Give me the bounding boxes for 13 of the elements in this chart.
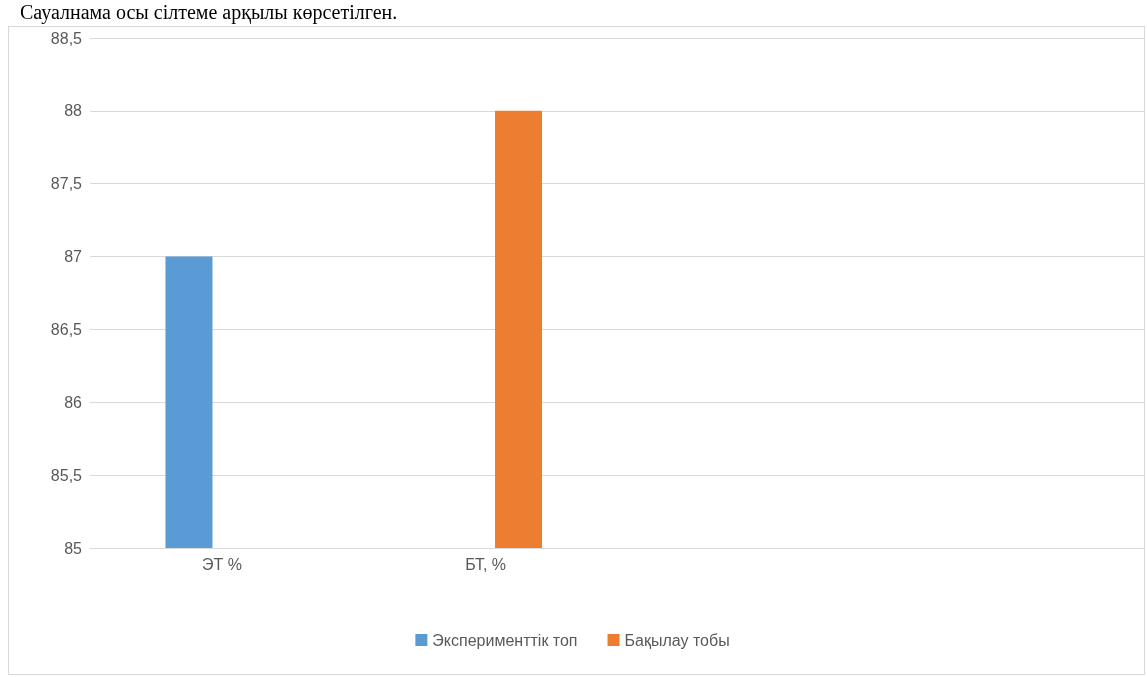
y-tick-label: 87,5: [50, 175, 83, 193]
y-tick-label: 85: [64, 539, 83, 557]
y-tick-label: 88: [64, 102, 83, 120]
y-tick-label: 86,5: [50, 320, 83, 338]
legend-label: Бақылау тобы: [624, 631, 730, 649]
y-tick-label: 85,5: [50, 466, 83, 484]
y-tick-label: 86: [64, 393, 83, 411]
text: Сауалнама осы сілтеме арқылы көрсетілген.: [20, 0, 398, 24]
y-tick-label: 87: [64, 248, 83, 266]
x-tick-label: БТ, %: [465, 555, 507, 573]
x-tick-label: ЭТ %: [201, 555, 242, 573]
y-tick-label: 88,5: [50, 29, 83, 47]
legend-label: Эксперименттік топ: [432, 631, 578, 649]
